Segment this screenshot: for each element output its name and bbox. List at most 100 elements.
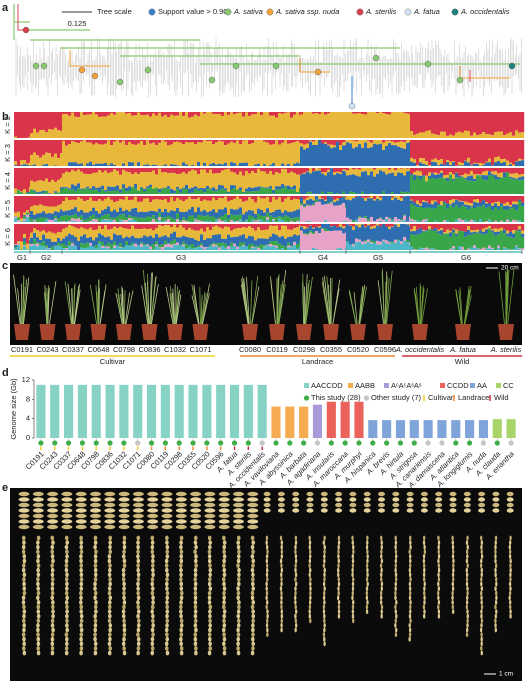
seed [121, 554, 126, 559]
ancestry-strip [266, 168, 270, 174]
ancestry-strip [254, 112, 258, 115]
ancestry-strip [476, 206, 480, 222]
ancestry-strip [104, 245, 108, 247]
seed [50, 572, 55, 578]
seed [251, 646, 255, 651]
plant-stem [22, 284, 27, 326]
ancestry-strip [14, 212, 18, 217]
ancestry-strip [269, 215, 273, 222]
ancestry-strip [422, 201, 426, 209]
ancestry-strip [309, 112, 313, 138]
ancestry-strip [36, 246, 40, 250]
ancestry-strip [74, 185, 78, 192]
ancestry-strip [400, 191, 404, 194]
seed [251, 618, 255, 624]
ancestry-strip [476, 112, 480, 135]
ancestry-strip [197, 174, 201, 189]
ancestry-strip [104, 246, 108, 248]
ancestry-strip [367, 175, 371, 194]
ancestry-strip [449, 164, 453, 166]
seed [118, 491, 130, 497]
ancestry-strip [194, 168, 198, 171]
ancestry-strip [330, 148, 334, 166]
legend-swatch [440, 383, 445, 388]
ancestry-strip [89, 245, 93, 250]
ancestry-strip [140, 224, 144, 229]
ancestry-strip [68, 112, 72, 116]
ancestry-strip [296, 112, 300, 138]
seed [207, 554, 212, 559]
ancestry-strip [458, 221, 462, 222]
ancestry-strip [266, 238, 270, 245]
ancestry-strip [275, 140, 279, 166]
seed [61, 513, 73, 519]
seed [150, 544, 155, 550]
ancestry-strip [458, 196, 462, 201]
ancestry-strip [290, 229, 294, 237]
plant-stem [358, 285, 363, 326]
ancestry-strip [361, 241, 365, 245]
study-marker [245, 440, 251, 446]
ancestry-strip [101, 168, 105, 173]
ancestry-strip [128, 196, 132, 201]
ancestry-strip [23, 164, 27, 166]
ancestry-strip [306, 204, 310, 206]
ancestry-strip [482, 224, 486, 229]
seed [165, 535, 169, 541]
ancestry-strip [77, 240, 81, 250]
seed [190, 502, 202, 508]
ancestry-strip [391, 226, 395, 242]
ancestry-strip [224, 188, 228, 191]
ancestry-strip [77, 216, 81, 219]
seed [136, 618, 141, 624]
ancestry-strip [110, 244, 114, 250]
seed [480, 613, 483, 619]
ancestry-strip [176, 140, 180, 142]
ancestry-strip [491, 224, 495, 230]
ancestry-strip [113, 114, 117, 138]
ancestry-strip [260, 198, 264, 210]
ancestry-strip [164, 235, 168, 241]
ancestry-strip [281, 196, 285, 203]
ancestry-strip [263, 112, 267, 138]
ancestry-strip [92, 240, 96, 247]
ancestry-strip [57, 130, 61, 138]
ancestry-strip [339, 204, 343, 206]
seed [265, 590, 269, 596]
ancestry-strip [194, 140, 198, 145]
ancestry-strip [269, 140, 273, 145]
ancestry-strip [30, 245, 34, 250]
ancestry-strip [116, 185, 120, 191]
ancestry-strip [394, 224, 398, 225]
seed [394, 572, 398, 578]
seed [292, 491, 300, 497]
ancestry-strip [83, 228, 87, 235]
ancestry-strip [497, 140, 501, 157]
seed [50, 544, 55, 550]
ancestry-strip [296, 174, 300, 192]
ancestry-strip [125, 209, 129, 218]
ancestry-strip [155, 211, 159, 219]
ancestry-strip [521, 176, 525, 180]
ancestry-strip [293, 242, 297, 246]
ancestry-strip [179, 225, 183, 238]
plant-stem [201, 293, 207, 326]
ancestry-strip [197, 245, 201, 248]
ancestry-strip [209, 224, 213, 231]
seed [465, 627, 469, 633]
ancestry-strip [218, 140, 222, 164]
ancestry-strip [479, 230, 483, 234]
ancestry-strip [155, 140, 159, 145]
ancestry-strip [137, 112, 141, 138]
ancestry-strip [312, 228, 316, 232]
seed [93, 595, 97, 601]
ancestry-strip [300, 226, 304, 231]
ancestry-strip [242, 221, 246, 222]
ancestry-strip [260, 224, 264, 231]
seed [280, 604, 283, 610]
ancestry-strip [14, 188, 18, 194]
ancestry-strip [92, 219, 96, 222]
seed [480, 581, 483, 587]
ancestry-strip [376, 112, 380, 114]
ancestry-strip [422, 168, 426, 176]
